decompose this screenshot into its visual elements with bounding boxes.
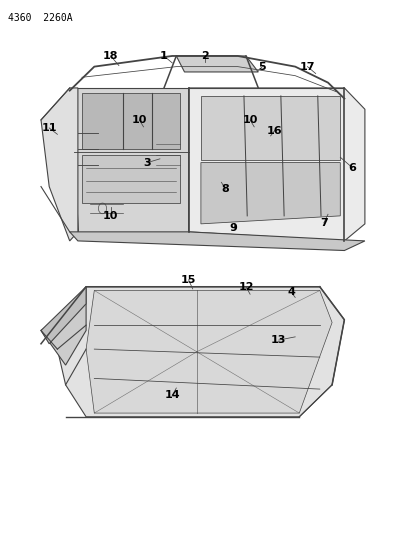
Text: 10: 10 <box>103 211 118 221</box>
Text: 8: 8 <box>221 184 229 194</box>
Text: 5: 5 <box>258 62 265 71</box>
Text: 14: 14 <box>164 391 180 400</box>
Text: 11: 11 <box>41 123 57 133</box>
Text: 4360  2260A: 4360 2260A <box>8 13 73 23</box>
Polygon shape <box>57 287 344 417</box>
Text: 7: 7 <box>319 218 327 228</box>
Polygon shape <box>176 56 258 72</box>
Text: 17: 17 <box>299 62 315 71</box>
Text: 4: 4 <box>286 287 294 297</box>
Text: 15: 15 <box>180 275 196 285</box>
Text: 18: 18 <box>103 51 118 61</box>
Text: 9: 9 <box>229 223 237 233</box>
Polygon shape <box>82 155 180 203</box>
Text: 10: 10 <box>242 115 257 125</box>
Text: 2: 2 <box>201 51 208 61</box>
Text: 3: 3 <box>144 158 151 167</box>
Polygon shape <box>41 88 78 241</box>
Text: 10: 10 <box>131 115 147 125</box>
Text: 12: 12 <box>238 282 253 292</box>
Polygon shape <box>41 287 86 365</box>
Polygon shape <box>188 88 364 241</box>
Text: 13: 13 <box>270 335 286 345</box>
Text: 16: 16 <box>266 126 282 135</box>
Polygon shape <box>82 93 180 149</box>
Polygon shape <box>86 290 331 413</box>
Text: 6: 6 <box>348 163 356 173</box>
Polygon shape <box>70 88 188 232</box>
Polygon shape <box>200 96 339 160</box>
Polygon shape <box>41 287 86 344</box>
Polygon shape <box>70 232 364 251</box>
Text: 1: 1 <box>160 51 167 61</box>
Polygon shape <box>200 163 339 224</box>
